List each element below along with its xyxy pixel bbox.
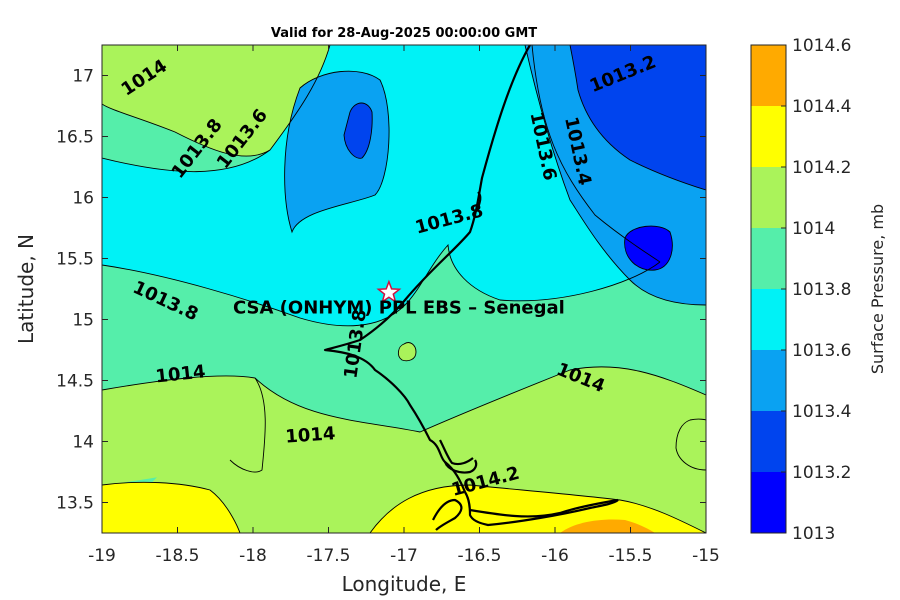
x-axis-ticks: -19 -18.5 -18 -17.5 -17 -16.5 -16 -15.5 -15 [88, 45, 720, 566]
band-1014-0-south [102, 366, 706, 533]
colorbar-tick-label: 1013.2 [792, 463, 851, 483]
band-1013-0-east [624, 226, 673, 271]
colorbar-swatch [751, 411, 786, 472]
colorbar-swatch [751, 228, 786, 289]
x-tick-label: -17.5 [307, 546, 351, 566]
x-tick-label: -15 [692, 546, 720, 566]
y-tick-label: 16 [72, 189, 94, 209]
colorbar-swatch [751, 106, 786, 167]
band-1014-0-north [102, 45, 330, 157]
x-tick-label: -16.5 [458, 546, 502, 566]
colorbar-tick-label: 1014.4 [792, 97, 851, 117]
contour-label: 1014 [285, 423, 336, 447]
x-tick-label: -16 [541, 546, 569, 566]
y-tick-label: 15 [72, 311, 94, 331]
band-1014-2 [102, 482, 706, 533]
colorbar-tick-label: 1013.8 [792, 280, 851, 300]
colorbar-swatch [751, 350, 786, 411]
colorbar-swatch [751, 167, 786, 228]
contour-label: 1014 [155, 361, 207, 387]
y-tick-label: 16.5 [56, 128, 94, 148]
x-tick-label: -17 [390, 546, 418, 566]
site-star-icon [376, 279, 402, 304]
colorbar-tick-label: 1014.6 [792, 36, 851, 56]
band-1013-2-west [344, 103, 373, 159]
y-tick-label: 14 [72, 433, 94, 453]
band-1014-4 [560, 519, 655, 533]
colorbar-tick-label: 1013.6 [792, 341, 851, 361]
y-tick-label: 14.5 [56, 372, 94, 392]
y-tick-label: 17 [72, 67, 94, 87]
site-label: CSA (ONHYM) PPL EBS – Senegal [233, 298, 565, 319]
colorbar-label: Surface Pressure, mb [868, 204, 887, 374]
x-tick-label: -19 [88, 546, 116, 566]
x-tick-label: -18 [239, 546, 267, 566]
isobar-lines [102, 45, 706, 533]
y-tick-label: 13.5 [56, 494, 94, 514]
x-tick-label: -15.5 [609, 546, 653, 566]
colorbar-swatch [751, 45, 786, 106]
x-tick-label: -18.5 [156, 546, 200, 566]
y-axis-ticks: 13.5 14 14.5 15 15.5 16 16.5 17 [56, 67, 706, 514]
pressure-field [102, 45, 706, 533]
y-tick-label: 15.5 [56, 250, 94, 270]
colorbar-tick-label: 1013 [792, 524, 835, 544]
colorbar-swatch [751, 289, 786, 350]
coastline [323, 45, 619, 531]
band-1014-0-east-island [676, 419, 706, 470]
colorbar-tick-label: 1013.4 [792, 402, 851, 422]
colorbar-tick-label: 1014.2 [792, 158, 851, 178]
band-1013-2-east [570, 45, 706, 190]
colorbar-swatch [751, 472, 786, 533]
y-axis-label: Latitude, N [14, 234, 38, 344]
colorbar-tick-label: 1014 [792, 219, 835, 239]
site-marker-group: CSA (ONHYM) PPL EBS – Senegal [233, 279, 565, 319]
band-1014-0-blob [398, 342, 416, 361]
map-title: Valid for 28-Aug-2025 00:00:00 GMT [271, 26, 537, 41]
x-axis-label: Longitude, E [342, 572, 467, 596]
colorbar: 1013 1013.2 1013.4 1013.6 1013.8 1014 1014.2 10… [750, 36, 851, 544]
